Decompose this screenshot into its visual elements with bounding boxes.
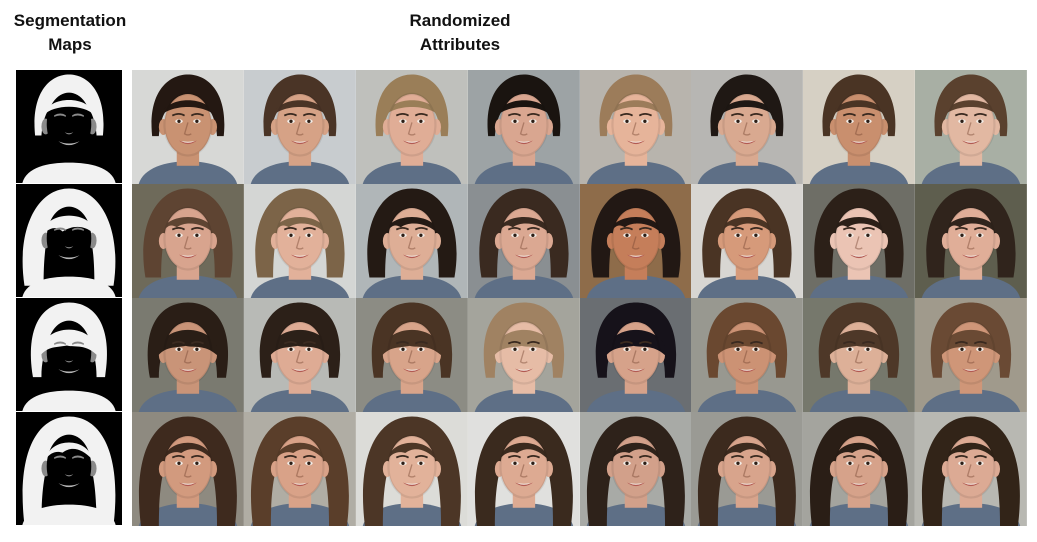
generated-face-image (579, 298, 692, 412)
generated-face-image (915, 70, 1027, 184)
generated-face-image (691, 298, 804, 412)
generated-face-image (579, 412, 692, 526)
segmentation-map (16, 298, 122, 411)
segmentation-maps-heading: Segmentation Maps (13, 11, 127, 54)
generated-face-image (691, 412, 804, 526)
generated-face-image (243, 298, 356, 412)
segmentation-map (16, 70, 122, 183)
generated-face-image (467, 298, 580, 412)
segmentation-map (16, 412, 122, 525)
generated-face-image (355, 298, 468, 412)
generated-face-image (132, 184, 244, 298)
generated-face-image (803, 70, 916, 184)
generated-face-image (467, 184, 580, 298)
generated-face-image (243, 412, 356, 526)
generated-face-image (803, 184, 916, 298)
randomized-attributes-grid (132, 70, 1027, 526)
generated-face-image (132, 298, 244, 412)
generated-face-image (355, 412, 468, 526)
generated-face-image (803, 298, 916, 412)
generated-face-image (915, 184, 1027, 298)
generated-face-image (355, 184, 468, 298)
generated-face-image (579, 70, 692, 184)
generated-face-image (915, 298, 1027, 412)
generated-face-image (691, 70, 804, 184)
randomized-attributes-heading: Randomized Attributes (409, 11, 511, 54)
generated-face-image (579, 184, 692, 298)
generated-face-image (132, 412, 244, 526)
generated-face-image (243, 184, 356, 298)
segmentation-maps-column (16, 70, 122, 525)
generated-face-image (355, 70, 468, 184)
generated-face-image (691, 184, 804, 298)
generated-face-image (467, 412, 580, 526)
generated-face-image (803, 412, 916, 526)
generated-face-image (132, 70, 244, 184)
segmentation-map (16, 184, 122, 297)
generated-face-image (243, 70, 356, 184)
generated-face-image (915, 412, 1027, 526)
generated-face-image (467, 70, 580, 184)
